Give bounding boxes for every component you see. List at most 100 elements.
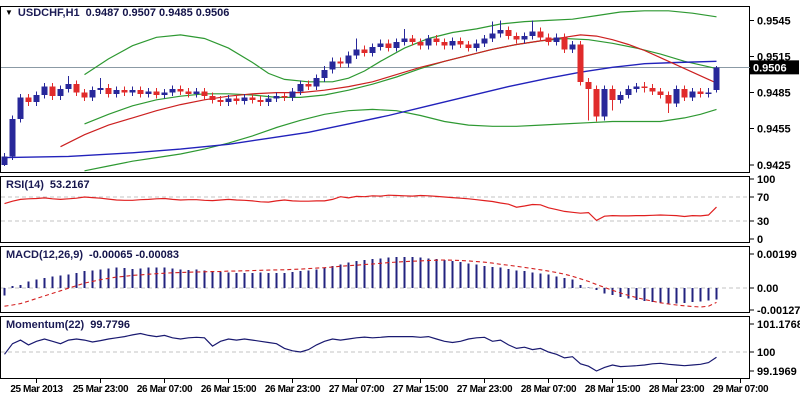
time-axis-label: 29 Mar 07:00 — [713, 384, 769, 395]
candle-body — [345, 55, 352, 64]
time-axis-label: 28 Mar 15:00 — [585, 384, 641, 395]
candle-body — [1, 156, 8, 165]
candle-body — [305, 84, 312, 87]
candle-body — [401, 38, 408, 43]
candle-body — [321, 69, 328, 79]
macd-indicator-label: MACD(12,26,9) — [6, 249, 84, 261]
candle-body — [441, 42, 448, 46]
candle-body — [393, 42, 400, 49]
rsi-value: 53.2167 — [49, 179, 90, 191]
chart-title-bar: ▼ USDCHF,H1 0.9487 0.9507 0.9485 0.9506 — [5, 7, 229, 19]
candle-body — [505, 30, 512, 37]
rsi-axis-tick-label: 70 — [757, 192, 769, 204]
candle-body — [97, 87, 104, 91]
price-pane-border — [0, 6, 750, 173]
momentum-pane-title: Momentum(22) 99.7796 — [6, 319, 130, 331]
candle-body — [137, 90, 144, 94]
candle-body — [705, 92, 712, 94]
candle-body — [177, 89, 184, 92]
candle-body — [433, 38, 440, 43]
candle-body — [81, 92, 88, 98]
candle-body — [153, 91, 160, 95]
candle-body — [369, 46, 376, 53]
candle-body — [265, 98, 272, 103]
current-price-badge — [750, 60, 799, 75]
candle-body — [665, 95, 672, 104]
momentum-value: 99.7796 — [90, 319, 130, 331]
candle-body — [41, 86, 48, 95]
candle-body — [465, 44, 472, 49]
candle-body — [377, 43, 384, 47]
candle-body — [673, 89, 680, 104]
time-axis-label: 27 Mar 15:00 — [393, 384, 449, 395]
candle-body — [201, 91, 208, 97]
time-axis-label: 25 Mar 2013 — [10, 384, 63, 395]
candle-body — [73, 84, 80, 93]
ohlc-dropdown-arrow-icon[interactable]: ▼ — [5, 8, 13, 17]
time-axis-label: 28 Mar 23:00 — [649, 384, 705, 395]
macd-histogram — [3, 256, 718, 304]
candle-body — [681, 89, 688, 98]
candle-body — [25, 97, 32, 103]
candle-body — [529, 31, 536, 37]
candle-body — [185, 91, 192, 94]
candle-body — [417, 42, 424, 46]
price-axis-tick-label: 0.9425 — [757, 160, 791, 172]
candle-body — [473, 43, 480, 49]
candle-body — [409, 38, 416, 43]
candle-body — [57, 89, 64, 97]
candle-body — [233, 98, 240, 101]
momentum-line — [4, 332, 717, 372]
rsi-line — [4, 194, 717, 222]
rsi-pane-title: RSI(14) 53.2167 — [6, 179, 90, 191]
candle-body — [609, 89, 616, 100]
candle-body — [145, 91, 152, 94]
momentum-axis-tick-label: 101.1768 — [757, 319, 800, 331]
candle-body — [537, 31, 544, 38]
price-axis-tick-label: 0.9545 — [757, 15, 791, 27]
time-axis-label: 27 Mar 07:00 — [329, 384, 385, 395]
macd-axis-tick-label: 0.00 — [757, 283, 778, 295]
candle-body — [89, 90, 96, 98]
candle-body — [161, 92, 168, 95]
bollinger-upper-band — [84, 10, 717, 83]
macd-pane-title: MACD(12,26,9) -0.00065 -0.00083 — [6, 249, 179, 261]
candle-body — [241, 97, 248, 101]
candle-body — [513, 36, 520, 40]
candle-body — [449, 40, 456, 46]
candle-body — [497, 30, 504, 34]
candle-body — [217, 99, 224, 103]
candle-body — [585, 81, 592, 89]
candle-body — [689, 91, 696, 98]
candle-body — [633, 86, 640, 89]
time-axis-label: 25 Mar 23:00 — [73, 384, 129, 395]
candle-body — [617, 95, 624, 100]
momentum-axis-tick-label: 100 — [757, 347, 775, 359]
candle-body — [17, 97, 24, 120]
candle-body — [209, 96, 216, 100]
time-axis-label: 26 Mar 07:00 — [137, 384, 193, 395]
candle-body — [113, 90, 120, 94]
price-axis-tick-label: 0.9455 — [757, 124, 791, 136]
candle-body — [457, 40, 464, 45]
candle-body — [225, 98, 232, 103]
candle-body — [481, 38, 488, 44]
time-axis-label: 27 Mar 23:00 — [457, 384, 513, 395]
candle-body — [561, 37, 568, 50]
candle-body — [281, 96, 288, 98]
candle-body — [657, 91, 664, 95]
candle-body — [9, 119, 16, 157]
candles-layer — [1, 20, 720, 166]
rsi-axis-tick-label: 100 — [757, 174, 775, 186]
macd-values: -0.00065 -0.00083 — [89, 249, 179, 261]
symbol-timeframe-label: USDCHF,H1 — [17, 7, 80, 19]
candle-body — [33, 95, 40, 103]
candle-body — [385, 43, 392, 49]
candle-body — [49, 86, 56, 97]
candle-body — [697, 91, 704, 94]
candle-body — [593, 89, 600, 117]
current-price-badge-label: 0.9506 — [753, 62, 787, 74]
macd-axis-tick-label: -0.00127 — [757, 305, 800, 317]
